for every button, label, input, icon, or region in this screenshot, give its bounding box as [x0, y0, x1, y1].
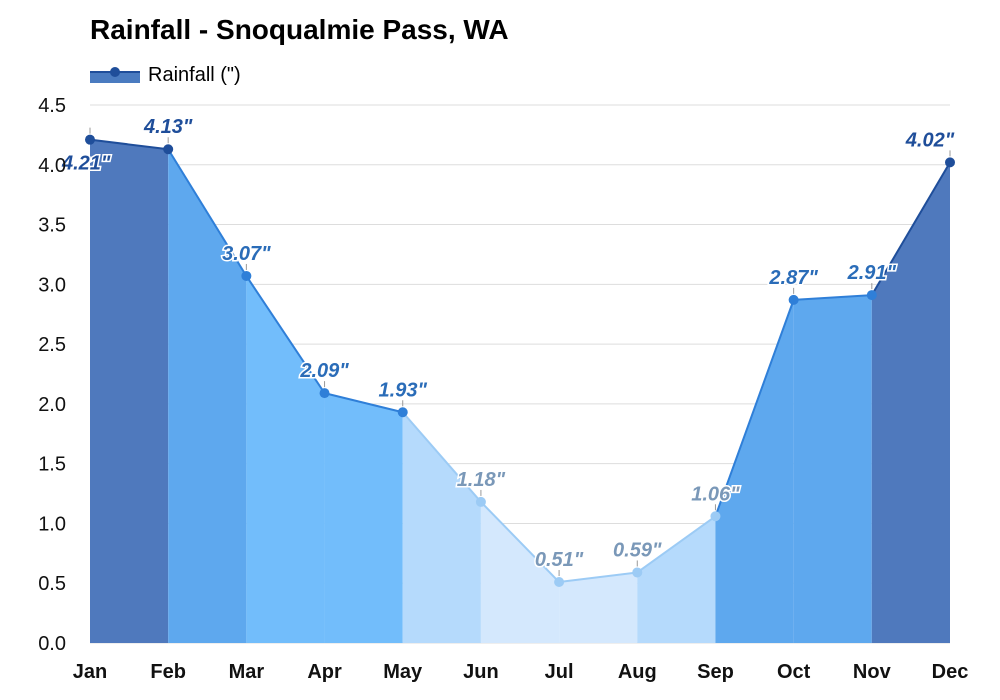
y-tick-label: 3.0	[38, 274, 66, 296]
data-point	[632, 567, 643, 578]
series-line-segment	[793, 294, 872, 301]
data-point	[945, 157, 955, 168]
y-tick-label: 0.5	[38, 573, 66, 595]
data-point	[241, 270, 252, 281]
data-label: 2.87"	[768, 267, 818, 289]
data-label: 3.07"	[222, 243, 271, 265]
area-segment	[559, 572, 638, 643]
area-segment	[324, 393, 403, 643]
area-segment	[246, 275, 325, 643]
data-point	[554, 577, 565, 588]
series-line-segment	[89, 138, 169, 151]
y-tick-label: 1.5	[38, 454, 66, 476]
x-tick-label: May	[383, 661, 423, 683]
series-line-segment	[167, 148, 248, 277]
area-fills	[90, 139, 950, 644]
x-tick-label: Feb	[150, 661, 186, 683]
area-segment	[871, 162, 950, 644]
data-point	[163, 144, 174, 155]
data-point	[475, 496, 486, 507]
chart-title: Rainfall - Snoqualmie Pass, WA	[90, 14, 509, 45]
data-label: 4.21"	[61, 153, 111, 175]
x-tick-label: Sep	[697, 661, 734, 683]
legend-swatch-icon	[90, 67, 140, 83]
series-line-segment	[558, 571, 638, 584]
x-tick-label: Mar	[229, 661, 265, 683]
data-labels: 4.21" 4.13" 3.07" 2.09" 1.93" 1.18" 0.51" 0.59"…	[60, 115, 957, 573]
legend[interactable]: Rainfall (")	[90, 60, 241, 90]
series-line-segment	[245, 275, 326, 394]
data-label: 2.91"	[847, 262, 897, 284]
series-line-segment	[324, 392, 403, 414]
series-lines	[89, 138, 951, 584]
area-segment	[480, 501, 560, 643]
area-segment	[90, 139, 169, 643]
x-tick-label: Jul	[545, 661, 574, 683]
area-segment	[715, 299, 794, 643]
x-axis-ticks: Jan Feb Mar Apr May Jun Jul Aug Sep Oct Nov Dec	[73, 661, 969, 683]
x-tick-label: Nov	[853, 661, 892, 683]
y-axis-ticks: 0.0 0.5 1.0 1.5 2.0 2.5 3.0 3.5 4.0 4.5	[38, 95, 66, 655]
y-tick-label: 3.5	[38, 215, 66, 237]
y-tick-label: 4.0	[38, 155, 66, 177]
data-label: 1.18"	[457, 469, 506, 491]
series-line-segment	[636, 515, 717, 574]
series-line-segment	[714, 299, 795, 517]
data-label: 1.06"	[691, 483, 740, 505]
series-line-segment	[401, 411, 482, 503]
area-segment	[793, 295, 872, 643]
data-point	[397, 407, 408, 418]
x-tick-label: Jun	[463, 661, 499, 683]
x-tick-label: Apr	[307, 661, 342, 683]
data-point	[85, 134, 95, 145]
x-tick-label: Dec	[932, 661, 969, 683]
data-label: 4.02"	[905, 129, 955, 151]
data-point	[710, 511, 721, 522]
data-label: 0.51"	[535, 549, 584, 571]
area-segment	[402, 412, 481, 643]
data-point	[319, 388, 330, 399]
data-label: 4.13"	[143, 116, 193, 138]
y-tick-label: 2.5	[38, 334, 66, 356]
x-tick-label: Jan	[73, 661, 107, 683]
data-label: 2.09"	[299, 360, 349, 382]
y-tick-label: 0.0	[38, 633, 66, 655]
y-tick-label: 2.0	[38, 394, 66, 416]
series-line-segment	[480, 501, 560, 583]
y-tick-label: 1.0	[38, 513, 66, 535]
data-label: 0.59"	[613, 539, 662, 561]
x-tick-label: Aug	[618, 661, 657, 683]
x-tick-label: Oct	[777, 661, 811, 683]
legend-label: Rainfall (")	[148, 63, 241, 86]
data-label: 1.93"	[379, 379, 428, 401]
data-point	[788, 294, 799, 305]
data-points	[85, 127, 955, 588]
area-segment	[637, 516, 716, 643]
area-segment	[168, 149, 247, 644]
y-tick-label: 4.5	[38, 95, 66, 117]
series-line-segment	[870, 161, 951, 296]
data-point	[866, 290, 877, 301]
